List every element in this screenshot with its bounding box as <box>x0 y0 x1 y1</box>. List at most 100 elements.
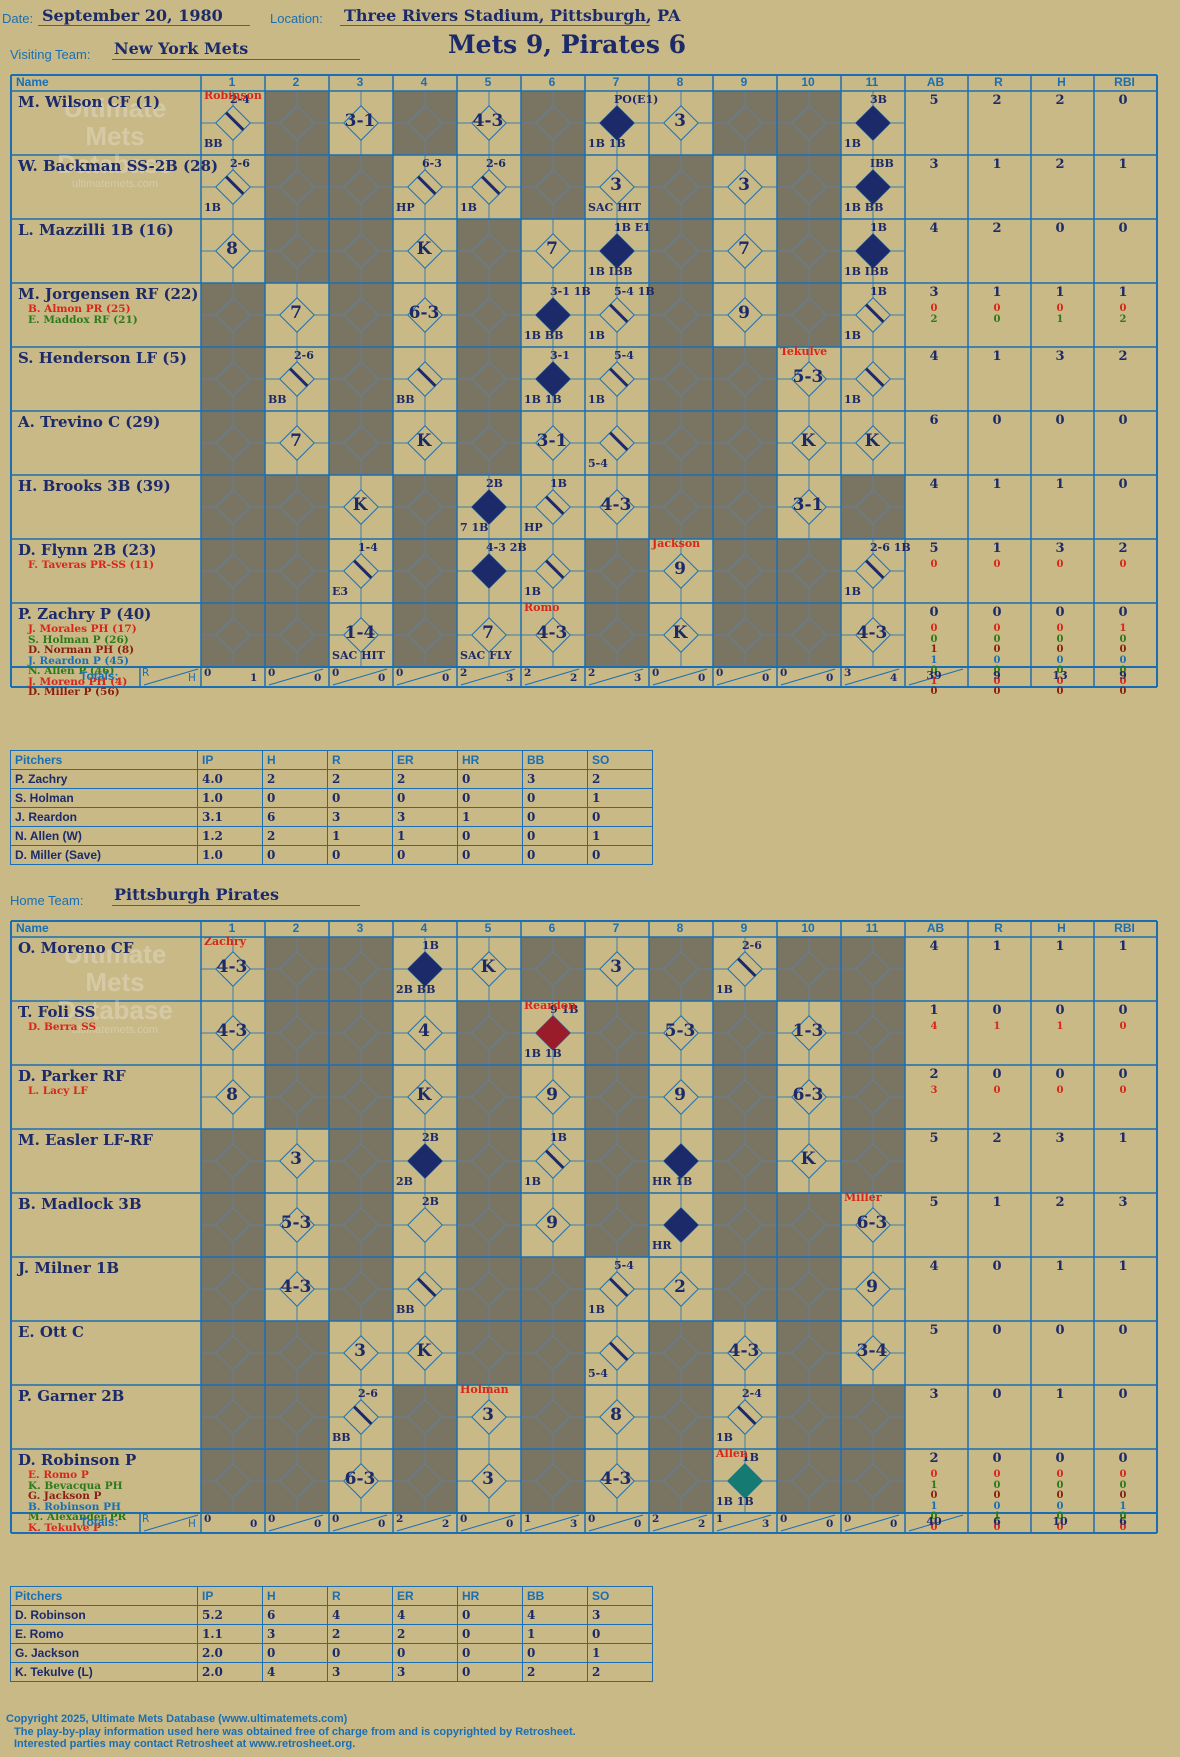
watermark-logo: Ultimate Mets Database ultimatemets.com <box>50 940 180 1060</box>
watermark-text: Ultimate <box>63 939 167 969</box>
pitcher-stat: 1 <box>327 826 393 846</box>
batter-stat: 0 <box>1118 1451 1128 1466</box>
batter-stat: 0 <box>992 1387 1002 1402</box>
visiting-team-name: New York Mets <box>114 39 249 58</box>
batter-stat: 1 <box>1118 1131 1128 1146</box>
pitching-change-label: Allen <box>716 1447 748 1460</box>
baserunner-path <box>481 175 501 195</box>
inning-runs: 0 <box>588 1513 596 1525</box>
substitute-stat: 0 <box>1056 633 1064 645</box>
batter-stat: 3 <box>1118 1195 1128 1210</box>
baserunner-path <box>865 559 885 579</box>
substitute-name: J. Morales PH (17) <box>28 623 137 635</box>
batter-stat: 0 <box>1118 221 1128 236</box>
play-notation: K <box>672 623 688 643</box>
play-note: IBB <box>870 157 894 170</box>
baserunner-path <box>417 1277 437 1297</box>
stat-header: R <box>994 75 1003 89</box>
page-title: Mets 9, Pirates 6 <box>448 30 687 59</box>
play-notation: K <box>800 1149 816 1169</box>
batter-stat: 3 <box>1055 1131 1065 1146</box>
pitching-change-label: Miller <box>844 1191 882 1204</box>
pitcher-name: D. Miller (Save) <box>10 845 198 865</box>
batter-name: P. Zachry P (40) <box>18 605 152 623</box>
play-notation: 4-3 <box>728 1341 760 1361</box>
pitcher-stat: 2 <box>262 769 328 789</box>
pitcher-stat: 0 <box>262 845 328 865</box>
play-notation: 6-3 <box>792 1085 824 1105</box>
batter-stat: 5 <box>929 1195 939 1210</box>
pitcher-stat: 4 <box>522 1605 588 1625</box>
play-notation: 9 <box>674 1085 686 1105</box>
pitcher-row: J. Reardon 3.1 6 3 3 1 0 0 <box>10 807 653 827</box>
batter-stat: 3 <box>1055 349 1065 364</box>
inning-runs: 2 <box>524 667 532 679</box>
pitcher-stat: 0 <box>522 1643 588 1663</box>
batter-stat: 0 <box>1118 93 1128 108</box>
batter-stat: 0 <box>1118 605 1128 620</box>
play-notation: 9 <box>546 1085 558 1105</box>
play-notation: 4-3 <box>216 957 248 977</box>
substitute-stat: 0 <box>1119 675 1127 687</box>
inning-hits: 0 <box>506 1518 514 1530</box>
pitcher-stat: 1 <box>392 826 458 846</box>
run-scored-marker <box>727 1463 763 1499</box>
baserunner-path <box>225 111 245 131</box>
play-result: HP <box>524 521 543 534</box>
substitute-stat: 1 <box>993 1021 1001 1032</box>
pitcher-stat: 4 <box>327 1605 393 1625</box>
pitcher-stat: 0 <box>457 1624 523 1644</box>
pitcher-stat: 2 <box>262 826 328 846</box>
inning-hits: 3 <box>634 672 642 684</box>
substitute-name: L. Lacy LF <box>28 1085 88 1097</box>
watermark-text: Database <box>57 995 173 1025</box>
batter-stat: 1 <box>992 541 1002 556</box>
substitute-stat: 0 <box>993 675 1001 687</box>
run-scored-marker <box>407 951 443 987</box>
totals-h-label: H <box>188 672 196 684</box>
inning-header: 4 <box>420 921 428 935</box>
run-scored-marker <box>855 105 891 141</box>
baserunner-path <box>545 495 565 515</box>
team-total: 13 <box>1052 669 1068 682</box>
run-scored-marker <box>471 489 507 525</box>
batter-stat: 3 <box>1055 541 1065 556</box>
stat-header: RBI <box>1114 75 1135 89</box>
pitcher-stat: 4 <box>262 1662 328 1682</box>
totals-label: Totals: <box>80 1515 119 1529</box>
substitute-stat: 0 <box>930 1469 938 1480</box>
watermark-url: ultimatemets.com <box>71 178 159 190</box>
home-team-label: Home Team: <box>10 893 84 908</box>
batter-stat: 2 <box>1118 349 1128 364</box>
pitcher-row: E. Romo 1.1 3 2 2 0 1 0 <box>10 1624 653 1644</box>
inning-hits: 0 <box>442 672 450 684</box>
pitcher-stat: 1.1 <box>197 1624 263 1644</box>
home-grid <box>10 920 1158 1534</box>
batter-stat: 1 <box>1055 1259 1065 1274</box>
run-scored-marker <box>855 233 891 269</box>
inning-hits: 3 <box>570 1518 578 1530</box>
team-total: 39 <box>926 669 942 682</box>
play-result: 1B <box>588 329 605 342</box>
play-notation: 3 <box>354 1341 366 1361</box>
inning-hits: 0 <box>826 672 834 684</box>
substitute-stat: 0 <box>1119 665 1127 676</box>
batter-stat: 3 <box>929 285 939 300</box>
substitute-name: B. Robinson PH <box>28 1500 121 1513</box>
substitute-stat: 0 <box>993 623 1001 634</box>
pitcher-table-header: R <box>327 1586 393 1606</box>
totals-r-label: R <box>142 1513 150 1525</box>
pitcher-table-header: BB <box>522 1586 588 1606</box>
batter-stat: 0 <box>1118 1323 1128 1338</box>
pitcher-stat: 1 <box>587 826 653 846</box>
substitute-stat: 0 <box>1056 1479 1064 1491</box>
substitute-stat: 1 <box>1119 1500 1127 1512</box>
play-notation: 6-3 <box>344 1469 376 1489</box>
batter-stat: 2 <box>1055 1195 1065 1210</box>
play-note: 4-3 2B <box>486 541 527 554</box>
play-result: 1B <box>524 1175 541 1188</box>
play-notation: 5-3 <box>792 367 824 387</box>
pitcher-stat: 0 <box>522 845 588 865</box>
play-result: 1B IBB <box>588 265 633 278</box>
inning-header: 5 <box>484 75 492 89</box>
